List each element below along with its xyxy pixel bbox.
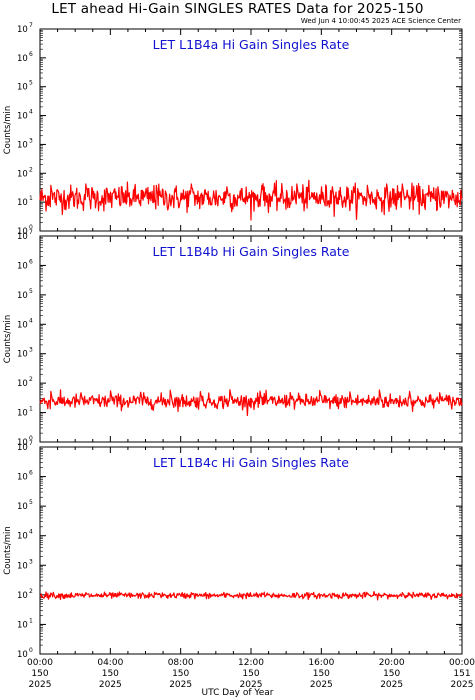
- y-tick-exponent: 0: [29, 224, 33, 231]
- x-tick-year: 2025: [29, 680, 52, 690]
- y-tick-exponent: 2: [29, 166, 33, 173]
- y-tick-label: 10: [17, 261, 28, 271]
- y-axis-label: Counts/min: [3, 106, 13, 155]
- y-tick-label: 10: [17, 232, 28, 242]
- y-tick-exponent: 2: [29, 588, 33, 595]
- x-tick-time: 16:00: [308, 658, 334, 668]
- y-tick-exponent: 1: [29, 195, 33, 202]
- x-tick-doy: 150: [31, 669, 48, 679]
- x-tick-time: 12:00: [238, 658, 264, 668]
- y-tick-label: 10: [17, 54, 28, 64]
- x-tick-doy: 150: [102, 669, 119, 679]
- x-tick-year: 2025: [380, 680, 403, 690]
- y-tick-exponent: 3: [29, 137, 33, 144]
- y-tick-label: 10: [17, 650, 28, 660]
- x-tick-time: 00:00: [27, 658, 53, 668]
- x-axis-label: UTC Day of Year: [201, 688, 274, 698]
- y-tick-label: 10: [17, 350, 28, 360]
- y-tick-exponent: 5: [29, 499, 33, 506]
- y-tick-label: 10: [17, 83, 28, 93]
- series-line: [39, 591, 463, 601]
- y-tick-exponent: 4: [29, 317, 33, 324]
- series-line: [39, 389, 463, 417]
- y-tick-exponent: 5: [29, 288, 33, 295]
- y-axis-label: Counts/min: [3, 315, 13, 364]
- y-tick-label: 10: [17, 561, 28, 571]
- x-tick-year: 2025: [99, 680, 122, 690]
- x-tick-time: 00:00: [449, 658, 475, 668]
- y-tick-exponent: 1: [29, 406, 33, 413]
- y-tick-label: 10: [17, 502, 28, 512]
- panel-title: LET L1B4c Hi Gain Singles Rate: [153, 455, 349, 470]
- panel-title: LET L1B4a Hi Gain Singles Rate: [153, 37, 350, 52]
- y-tick-exponent: 3: [29, 347, 33, 354]
- plot-frame: [39, 446, 463, 655]
- y-tick-label: 10: [17, 291, 28, 301]
- x-tick-time: 08:00: [168, 658, 194, 668]
- y-tick-label: 10: [17, 140, 28, 150]
- y-tick-exponent: 6: [29, 470, 33, 477]
- y-tick-exponent: 2: [29, 376, 33, 383]
- x-tick-year: 2025: [451, 680, 474, 690]
- y-tick-exponent: 4: [29, 109, 33, 116]
- y-tick-label: 10: [17, 409, 28, 419]
- series-line: [39, 179, 463, 221]
- x-tick-time: 04:00: [97, 658, 123, 668]
- y-tick-label: 10: [17, 532, 28, 542]
- y-tick-label: 10: [17, 169, 28, 179]
- y-tick-exponent: 4: [29, 529, 33, 536]
- y-tick-label: 10: [17, 320, 28, 330]
- y-tick-exponent: 7: [29, 22, 33, 29]
- y-tick-exponent: 6: [29, 258, 33, 265]
- y-tick-label: 10: [17, 438, 28, 448]
- x-tick-doy: 150: [172, 669, 189, 679]
- y-tick-label: 10: [17, 198, 28, 208]
- y-tick-label: 10: [17, 112, 28, 122]
- x-tick-doy: 151: [453, 669, 470, 679]
- x-tick-doy: 150: [313, 669, 330, 679]
- y-tick-exponent: 7: [29, 229, 33, 236]
- x-tick-labels: 00:00150202504:00150202508:00150202512:0…: [27, 658, 475, 690]
- y-tick-label: 10: [17, 473, 28, 483]
- x-tick-year: 2025: [310, 680, 333, 690]
- plot-frame: [39, 235, 463, 443]
- timestamp: Wed Jun 4 10:00:45 2025 ACE Science Cent…: [300, 17, 461, 25]
- y-tick-exponent: 1: [29, 617, 33, 624]
- page-title: LET ahead Hi-Gain SINGLES RATES Data for…: [51, 1, 424, 17]
- y-tick-label: 10: [17, 620, 28, 630]
- y-tick-exponent: 5: [29, 80, 33, 87]
- panel-title: LET L1B4b Hi Gain Singles Rate: [153, 244, 350, 259]
- x-tick-year: 2025: [169, 680, 192, 690]
- y-tick-exponent: 3: [29, 558, 33, 565]
- y-tick-label: 10: [17, 443, 28, 453]
- y-tick-exponent: 0: [29, 647, 33, 654]
- x-tick-year: 2025: [240, 680, 263, 690]
- y-tick-label: 10: [17, 227, 28, 237]
- y-tick-label: 10: [17, 25, 28, 35]
- y-tick-exponent: 6: [29, 51, 33, 58]
- x-tick-time: 20:00: [379, 658, 405, 668]
- y-tick-exponent: 7: [29, 440, 33, 447]
- x-tick-doy: 150: [383, 669, 400, 679]
- y-tick-exponent: 0: [29, 435, 33, 442]
- y-tick-label: 10: [17, 379, 28, 389]
- y-tick-label: 10: [17, 591, 28, 601]
- y-axis-label: Counts/min: [3, 526, 13, 575]
- x-tick-doy: 150: [242, 669, 259, 679]
